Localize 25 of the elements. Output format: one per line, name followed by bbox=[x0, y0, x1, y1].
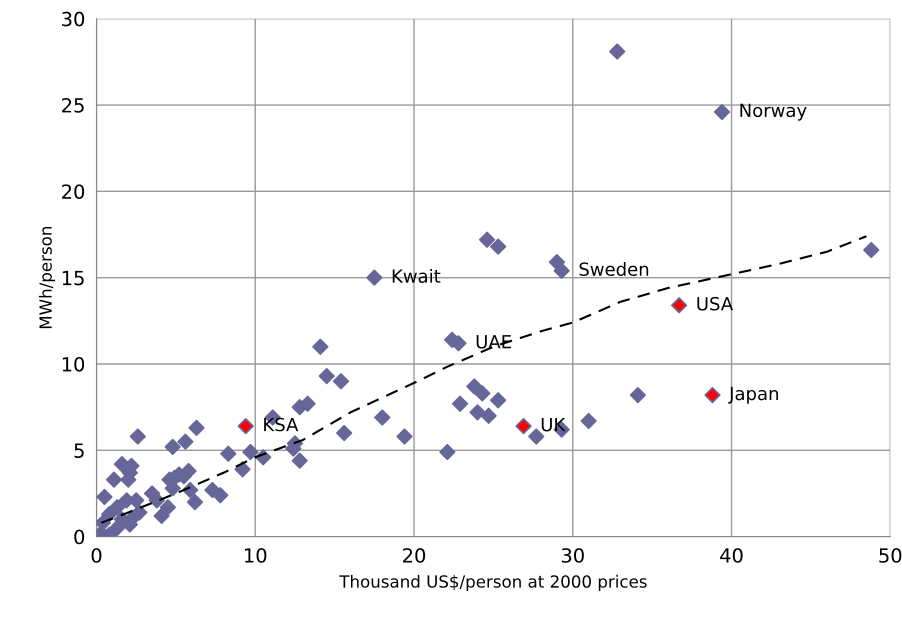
x-tick-label: 0 bbox=[92, 548, 102, 563]
annotation: Japan bbox=[728, 386, 778, 404]
point bbox=[704, 386, 721, 404]
point bbox=[515, 418, 532, 434]
point bbox=[671, 297, 688, 314]
x-tick-label: 10 bbox=[245, 548, 266, 563]
y-tick-label: 10 bbox=[62, 356, 84, 372]
annotation: KSA bbox=[264, 418, 298, 432]
x-axis-title: Thousand US$/person at 2000 prices bbox=[339, 574, 647, 592]
x-tick-label: 30 bbox=[562, 548, 584, 563]
x-tick-label: 20 bbox=[403, 548, 426, 563]
annotation: Norway bbox=[740, 104, 807, 121]
point bbox=[238, 418, 254, 434]
annotation: USA bbox=[697, 296, 734, 311]
y-tick-label: 15 bbox=[62, 270, 84, 286]
y-tick-label: 0 bbox=[74, 530, 84, 544]
y-tick-label: 5 bbox=[74, 444, 84, 458]
y-tick-label: 25 bbox=[62, 98, 84, 113]
annotation: Sweden bbox=[580, 262, 648, 276]
y-axis-title: MWh/person bbox=[38, 227, 56, 328]
x-tick-label: 50 bbox=[879, 548, 902, 563]
y-tick-label: 30 bbox=[62, 12, 84, 26]
y-tick-label: 20 bbox=[62, 184, 84, 200]
annotation: Kwait bbox=[392, 268, 440, 283]
x-tick-label: 40 bbox=[720, 548, 743, 563]
